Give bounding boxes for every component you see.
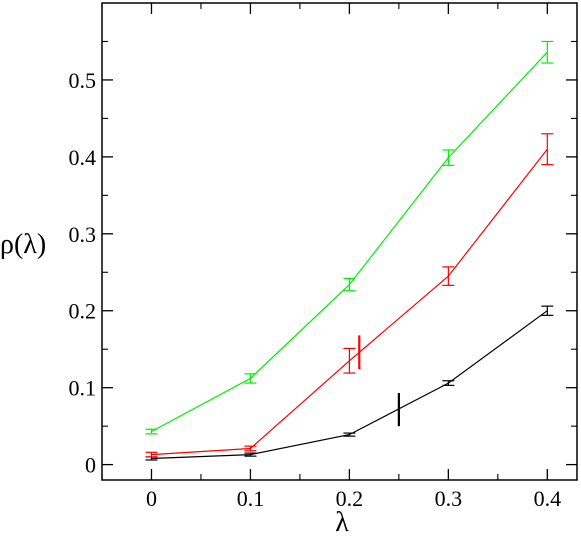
- x-tick-label: 0.3: [435, 486, 463, 511]
- error-bar: [343, 277, 356, 292]
- error-bar: [442, 149, 455, 166]
- axes: 0 0.1 0.2 0.3 0.4 0 0.1 0.2 0.3 0.4 0.5: [69, 2, 578, 511]
- y-tick-label: 0: [85, 453, 96, 478]
- x-axis-label: λ: [335, 507, 349, 536]
- x-tick-label: 0.1: [237, 486, 265, 511]
- series-line-1: [151, 148, 548, 456]
- error-bar: [145, 451, 158, 458]
- plot-marks: [145, 40, 554, 461]
- error-bar: [541, 305, 554, 316]
- error-bar: [442, 380, 455, 386]
- error-bar: [541, 40, 554, 64]
- y-tick-label: 0.3: [69, 222, 97, 247]
- error-bar: [442, 266, 455, 286]
- x-tick-label: 0.2: [336, 486, 364, 511]
- x-tick-label: 0: [146, 486, 157, 511]
- y-tick-label: 0.1: [69, 376, 97, 401]
- y-tick-label: 0.5: [69, 68, 97, 93]
- error-bar: [244, 445, 257, 452]
- series-line-2: [151, 51, 548, 433]
- error-bar: [343, 347, 356, 374]
- error-bar: [244, 452, 257, 457]
- error-bar: [541, 133, 554, 166]
- y-tick-label: 0.4: [69, 145, 97, 170]
- plot-frame: [101, 2, 578, 481]
- error-bar: [145, 428, 158, 435]
- x-tick-label: 0.4: [534, 486, 562, 511]
- y-tick-label: 0.2: [69, 299, 97, 324]
- error-bar: [244, 373, 257, 384]
- error-bar: [343, 432, 356, 437]
- y-axis-label: ρ(λ): [0, 229, 46, 260]
